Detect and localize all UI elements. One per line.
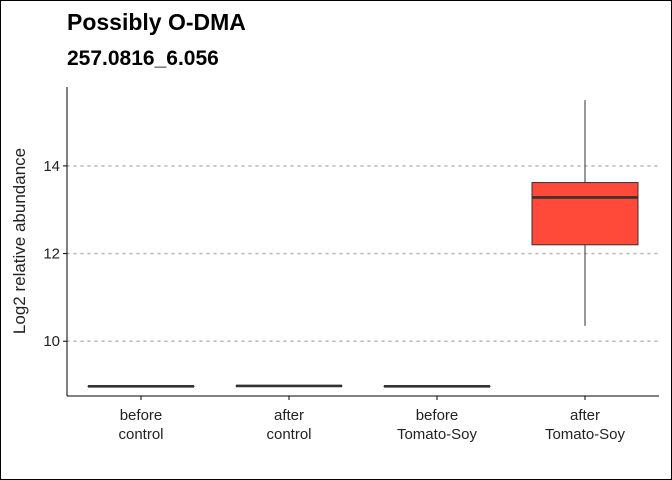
x-tick-label-line: after	[570, 407, 600, 424]
y-tick-label-12: 12	[43, 246, 60, 263]
x-tick-label-3: after Tomato-Soy	[545, 407, 626, 443]
y-tick-label-10: 10	[43, 333, 60, 350]
x-tick-label-1: after control	[266, 407, 311, 443]
x-tick-label-line: Tomato-Soy	[397, 426, 478, 443]
y-axis-title: Log2 relative abundance	[10, 148, 29, 334]
grid-layer	[66, 165, 660, 343]
x-tick-label-line: Tomato-Soy	[545, 426, 626, 443]
chart-title: Possibly O-DMA	[67, 9, 246, 35]
x-tick-label-0: before control	[118, 407, 163, 443]
x-tick-label-line: before	[416, 407, 459, 424]
x-tick-label-2: before Tomato-Soy	[397, 407, 478, 443]
box-3	[531, 100, 639, 326]
box-body-3	[531, 182, 639, 246]
x-tick-label-line: before	[120, 407, 163, 424]
box-layer	[87, 100, 639, 388]
x-tick-label-line: control	[118, 426, 163, 443]
y-tick-label-14: 14	[43, 158, 60, 175]
x-tick-label-line: control	[266, 426, 311, 443]
axis-layer: 10 12 14 before control after control before Tom…	[43, 87, 659, 443]
chart-subtitle: 257.0816_6.056	[67, 47, 219, 70]
x-tick-label-line: after	[274, 407, 304, 424]
